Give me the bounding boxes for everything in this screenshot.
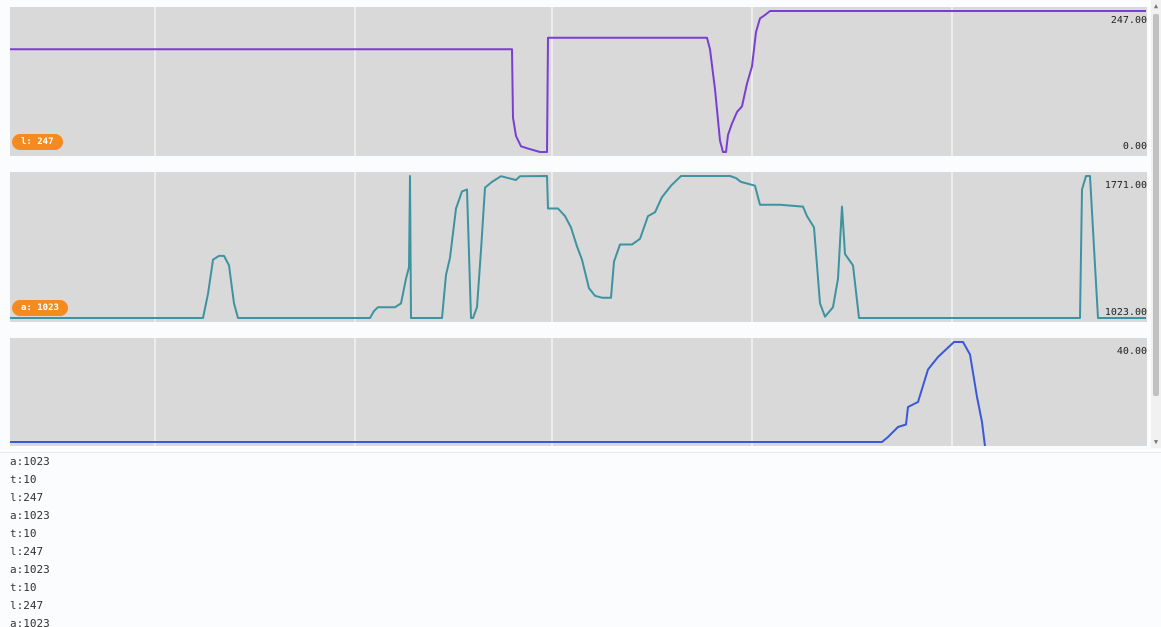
scroll-thumb[interactable] bbox=[1153, 14, 1159, 396]
series-line-t bbox=[10, 341, 986, 446]
series-line-l bbox=[10, 10, 1146, 153]
scroll-up-icon[interactable]: ▲ bbox=[1153, 2, 1159, 10]
scroll-down-icon[interactable]: ▼ bbox=[1153, 438, 1159, 446]
chart-svg-analog bbox=[10, 172, 1146, 322]
y-min-label: 1023.00 bbox=[1104, 307, 1147, 318]
value-badge-l: l: 247 bbox=[12, 134, 63, 150]
series-line-a bbox=[10, 175, 1146, 319]
serial-console-output[interactable]: a:1023 t:10 l:247 a:1023 t:10 l:247 a:1023 t:10… bbox=[0, 452, 1161, 627]
plot-temperature: 40.00 bbox=[10, 338, 1147, 446]
value-badge-a: a: 1023 bbox=[12, 300, 68, 316]
chart-svg-light bbox=[10, 7, 1146, 156]
console-line: t:10 bbox=[10, 473, 37, 486]
plot-light: 247.00 0.00 l: 247 bbox=[10, 7, 1147, 156]
console-line: t:10 bbox=[10, 581, 37, 594]
console-line: a:1023 bbox=[10, 455, 50, 468]
y-max-label: 247.00 bbox=[1110, 15, 1147, 26]
y-max-label: 1771.00 bbox=[1104, 180, 1147, 191]
vertical-scrollbar[interactable]: ▲ ▼ bbox=[1151, 0, 1161, 448]
console-line: l:247 bbox=[10, 545, 44, 558]
console-line: t:10 bbox=[10, 527, 37, 540]
console-line: l:247 bbox=[10, 491, 44, 504]
console-line: a:1023 bbox=[10, 563, 50, 576]
console-line: l:247 bbox=[10, 599, 44, 612]
console-line: a:1023 bbox=[10, 509, 50, 522]
plot-analog: 1771.00 1023.00 a: 1023 bbox=[10, 172, 1147, 322]
console-line: a:1023 bbox=[10, 617, 50, 627]
chart-svg-temperature bbox=[10, 338, 986, 446]
y-max-label: 40.00 bbox=[1116, 346, 1147, 357]
y-min-label: 0.00 bbox=[1122, 141, 1147, 152]
